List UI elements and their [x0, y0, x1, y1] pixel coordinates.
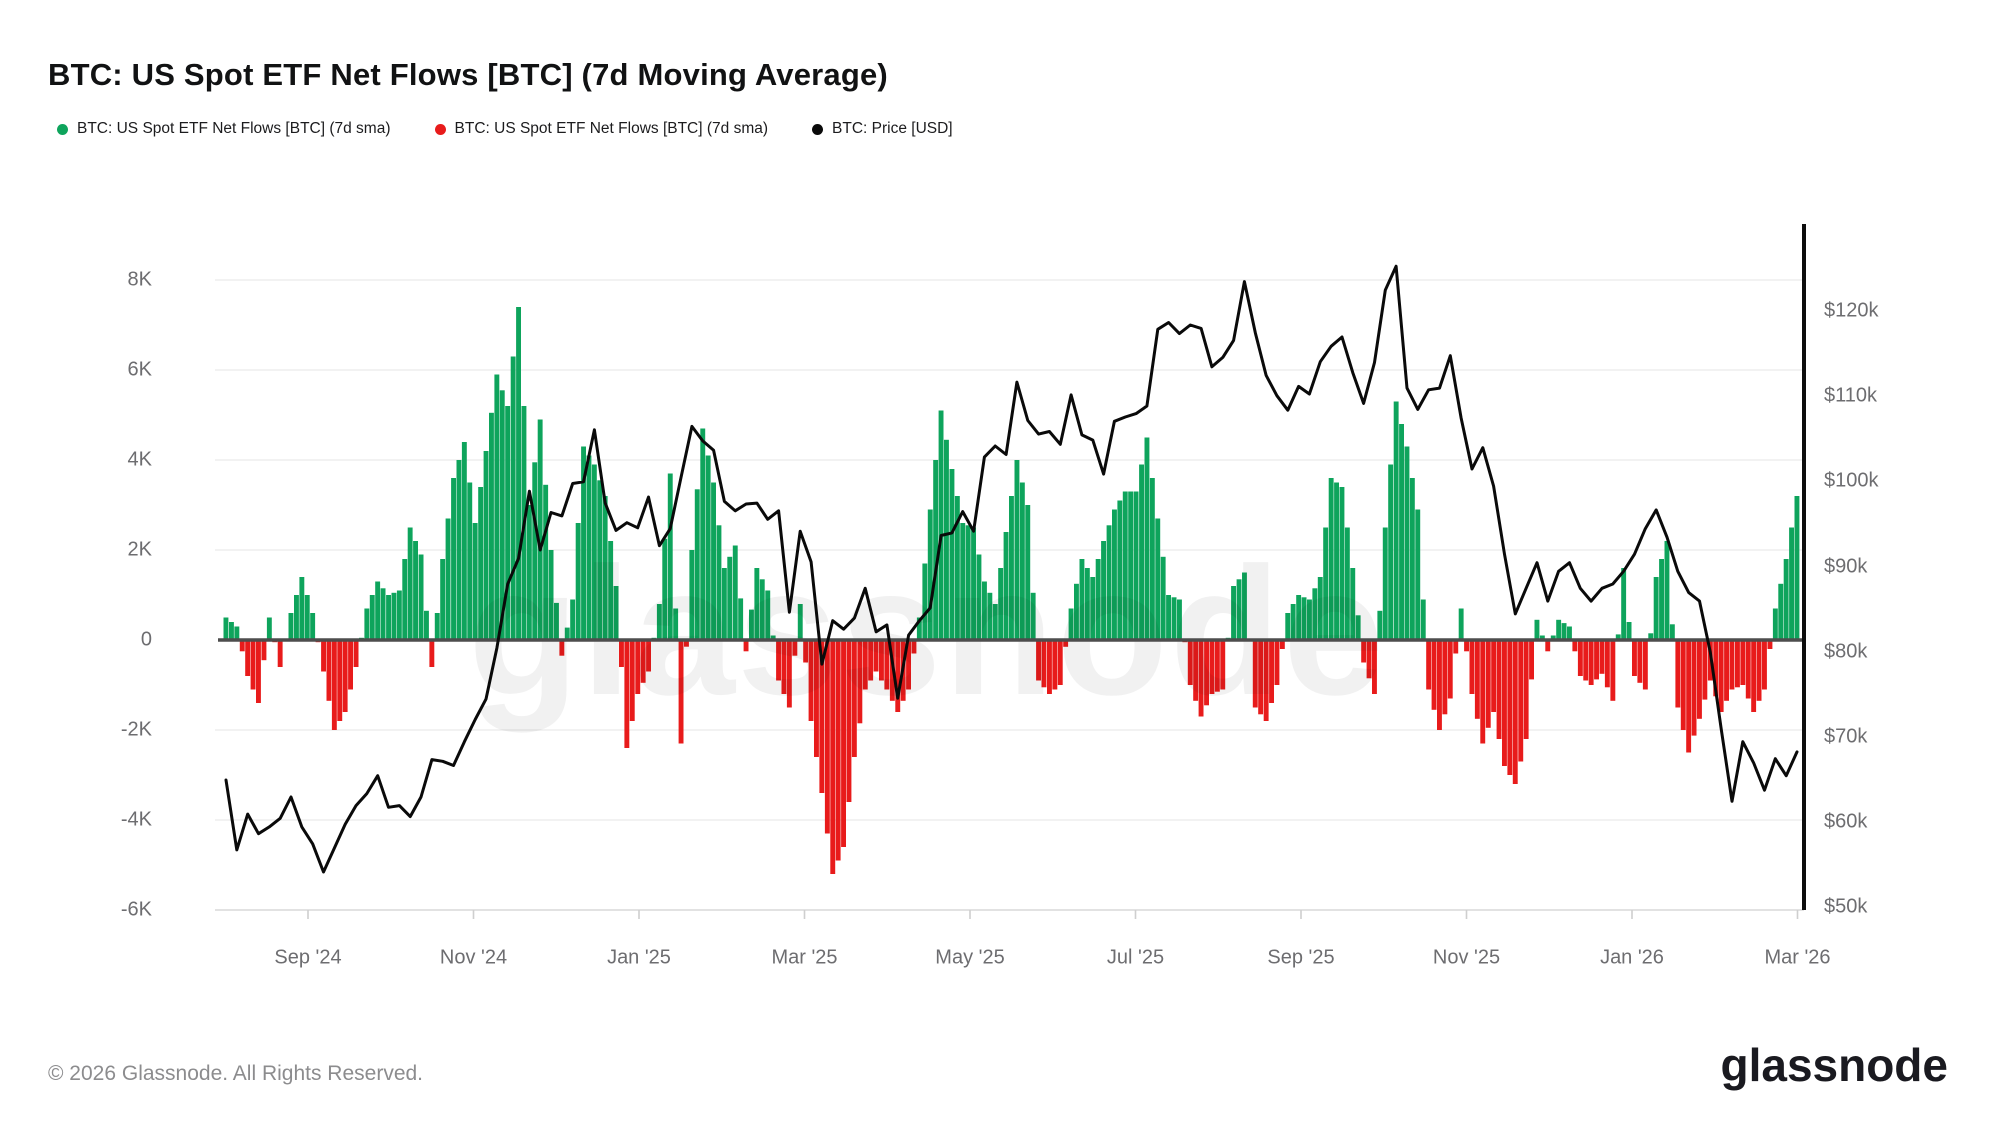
- legend-item-netflows-negative[interactable]: BTC: US Spot ETF Net Flows [BTC] (7d sma…: [434, 120, 769, 138]
- x-axis-tick-label: May '25: [935, 946, 1005, 969]
- green-dot-icon: [57, 123, 68, 135]
- x-axis-tick-label: Jul '25: [1106, 946, 1165, 969]
- x-axis-tick-label: Mar '26: [1764, 946, 1831, 969]
- right-axis-tick-label: $60k: [1824, 810, 1868, 833]
- x-axis-tick-label: Nov '24: [439, 946, 508, 969]
- right-axis-tick-label: $120k: [1824, 299, 1879, 322]
- legend-item-price[interactable]: BTC: Price [USD]: [812, 120, 953, 138]
- legend-item-label: BTC: US Spot ETF Net Flows [BTC] (7d sma…: [77, 120, 391, 137]
- left-axis-tick-label: 8K: [127, 268, 152, 291]
- plot-area[interactable]: [215, 225, 1805, 911]
- right-axis-tick-label: $90k: [1824, 555, 1868, 578]
- copyright-text: © 2026 Glassnode. All Rights Reserved.: [48, 1062, 424, 1085]
- black-dot-icon: [812, 123, 824, 135]
- glassnode-logo: glassnode: [1720, 1039, 1948, 1091]
- left-axis-tick-label: 4K: [127, 448, 152, 471]
- right-axis-tick-label: $110k: [1824, 384, 1878, 407]
- x-axis-tick-label: Nov '25: [1432, 946, 1501, 969]
- legend-item-label: BTC: Price [USD]: [832, 120, 953, 137]
- left-axis-tick-label: 0: [140, 628, 152, 651]
- right-axis-tick-label: $50k: [1824, 895, 1868, 918]
- left-axis-tick-label: -6K: [120, 898, 152, 921]
- right-axis-tick-label: $80k: [1824, 640, 1868, 663]
- page-title: BTC: US Spot ETF Net Flows [BTC] (7d Mov…: [48, 56, 888, 92]
- legend-item-label: BTC: US Spot ETF Net Flows [BTC] (7d sma…: [454, 120, 769, 137]
- left-axis-tick-label: -4K: [120, 808, 152, 831]
- right-axis-tick-label: $70k: [1824, 725, 1868, 748]
- x-axis-tick-label: Jan '26: [1600, 946, 1664, 969]
- left-axis-tick-label: -2K: [120, 718, 152, 741]
- x-axis-tick-label: Mar '25: [771, 946, 838, 969]
- right-axis-tick-label: $100k: [1824, 469, 1879, 492]
- left-axis-tick-label: 2K: [127, 538, 152, 561]
- left-axis-tick-label: 6K: [127, 358, 152, 381]
- x-axis-tick-label: Jan '25: [607, 946, 671, 969]
- chart-legend: BTC: US Spot ETF Net Flows [BTC] (7d sma…: [57, 120, 953, 138]
- legend-item-netflows-positive[interactable]: BTC: US Spot ETF Net Flows [BTC] (7d sma…: [57, 120, 391, 138]
- x-axis-tick-label: Sep '25: [1267, 946, 1335, 969]
- red-dot-icon: [434, 123, 446, 135]
- x-axis-tick-label: Sep '24: [274, 946, 342, 969]
